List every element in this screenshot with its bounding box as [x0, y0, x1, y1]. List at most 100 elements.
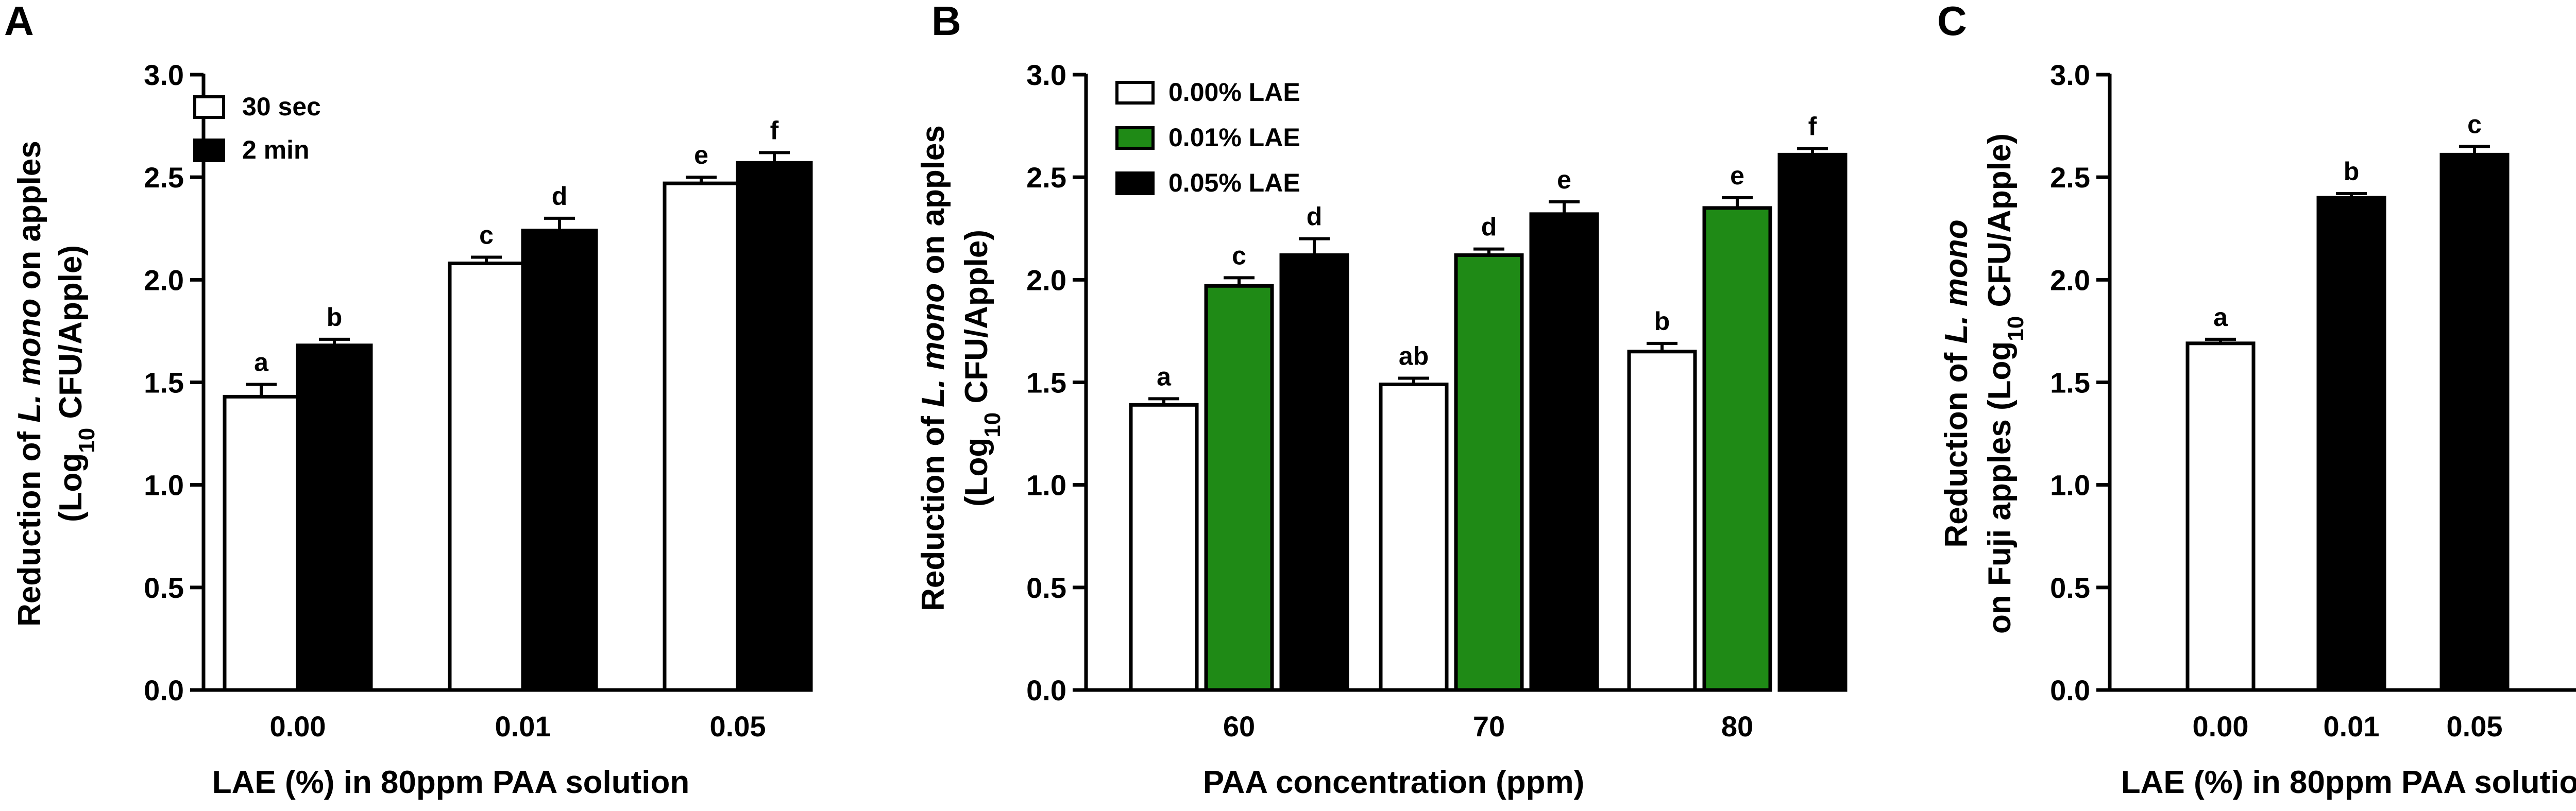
panel-b: B 0.0 0.5 1.0 1.5 2.0 2.5 3.0 a c d 60 ab d e 70 b e f 80 PA… — [916, 0, 1848, 800]
y-tick-label: 2.0 — [2050, 264, 2090, 296]
bar-0-05-lae-80 — [1777, 152, 1848, 692]
significance-letter: e — [1730, 161, 1744, 190]
significance-letter: f — [1808, 112, 1817, 141]
bar-2-min-0.01 — [521, 229, 598, 692]
y-tick-label: 1.5 — [144, 367, 184, 399]
y-axis-title-text: Reduction of — [12, 423, 47, 627]
y-axis-title-italic: L. mono — [1939, 219, 1974, 343]
y-axis-title-text: (Log — [959, 438, 994, 507]
y-tick-label: 1.0 — [144, 469, 184, 502]
y-axis-title-line-1: Reduction of L. mono on apples — [12, 141, 47, 627]
y-tick-label: 0.0 — [2050, 674, 2090, 706]
significance-letter: b — [1654, 307, 1670, 336]
bar-30-sec-0.00 — [223, 394, 300, 692]
x-tick-label: 0.01 — [2324, 710, 2380, 743]
panel-label: B — [931, 0, 961, 44]
significance-letter: ab — [1399, 342, 1429, 371]
bar-30-sec-0.01 — [448, 261, 525, 692]
y-axis-title-text: CFU/Apple) — [1982, 133, 2018, 316]
bar-0-00-lae-60 — [1129, 403, 1199, 692]
significance-letter: b — [327, 303, 343, 332]
x-axis-title: LAE (%) in 80ppm PAA solution — [212, 765, 690, 800]
significance-letter: e — [694, 141, 708, 169]
panel-c: C 0.0 0.5 1.0 1.5 2.0 2.5 3.0 a 0.00 b 0.01 c 0.05 LAE… — [1937, 0, 2576, 800]
legend-label: 2 min — [242, 135, 310, 164]
bar-0-01-lae-60 — [1204, 284, 1274, 692]
significance-letter: a — [2213, 303, 2228, 332]
y-axis-title-subscript: 10 — [74, 428, 99, 453]
y-tick-label: 2.5 — [144, 161, 184, 194]
bar-0-05-lae-70 — [1529, 212, 1599, 692]
legend-label: 30 sec — [242, 92, 321, 121]
y-tick-label: 1.5 — [1026, 367, 1066, 399]
y-axis-title-subscript: 10 — [2003, 316, 2028, 341]
y-tick-label: 1.0 — [2050, 469, 2090, 502]
bar-0-00-lae-70 — [1379, 382, 1449, 692]
x-tick-label: 0.00 — [2193, 710, 2249, 743]
bar-0-01-lae-80 — [1702, 206, 1772, 692]
y-axis-title-text: on Fuji apples (Log — [1982, 341, 2018, 634]
significance-letter: d — [1481, 213, 1497, 241]
x-tick-label: 0.05 — [710, 710, 766, 743]
y-axis-title-text: CFU/Apple) — [53, 245, 89, 428]
bar-series-0.05 — [2439, 152, 2510, 692]
x-axis-title: LAE (%) in 80ppm PAA solution — [2121, 765, 2576, 800]
bar-0-01-lae-70 — [1454, 253, 1524, 692]
significance-letter: d — [552, 182, 568, 211]
bar-0-05-lae-60 — [1279, 253, 1349, 692]
y-axis-title-italic: L. mono — [12, 299, 47, 423]
y-tick-label: 3.0 — [144, 59, 184, 91]
panel-label: C — [1937, 0, 1967, 44]
y-axis-title-line-1: Reduction of L. mono on apples — [916, 125, 951, 611]
legend-swatch — [1115, 126, 1155, 150]
legend: 0.00% LAE 0.01% LAE 0.05% LAE — [1115, 78, 1300, 197]
y-tick-label: 2.5 — [2050, 161, 2090, 194]
significance-letter: c — [2467, 110, 2482, 139]
legend-swatch — [193, 139, 225, 162]
legend-swatch — [1115, 81, 1155, 105]
y-axis-title-line-2: on Fuji apples (Log10 CFU/Apple) — [1982, 133, 2028, 634]
bar-0-00-lae-80 — [1627, 350, 1697, 692]
y-axis-title-subscript: 10 — [980, 412, 1005, 438]
y-axis-title-line-1: Reduction of L. mono — [1939, 219, 1974, 547]
y-axis-title-text: Reduction of — [916, 407, 951, 611]
legend-swatch — [193, 95, 225, 119]
y-tick-label: 2.5 — [1026, 161, 1066, 194]
y-tick-label: 0.5 — [1026, 572, 1066, 604]
significance-letter: f — [770, 116, 779, 145]
legend: 30 sec 2 min — [193, 92, 321, 164]
significance-letter: b — [2344, 157, 2360, 186]
y-tick-label: 0.0 — [144, 674, 184, 706]
y-tick-label: 0.5 — [144, 572, 184, 604]
significance-letter: d — [1307, 202, 1323, 231]
bar-30-sec-0.05 — [663, 181, 740, 692]
y-axis-title-text: CFU/Apple) — [959, 230, 994, 412]
bar-series-0.00 — [2185, 341, 2256, 692]
significance-letter: a — [254, 348, 269, 376]
y-tick-label: 2.0 — [144, 264, 184, 296]
x-tick-label: 60 — [1223, 710, 1255, 743]
panel-a: A 0.0 0.5 1.0 1.5 2.0 2.5 3.0 a b 0.00 c d 0.01 e f 0.05… — [4, 0, 813, 800]
y-tick-label: 0.5 — [2050, 572, 2090, 604]
bar-series-0.01 — [2316, 196, 2386, 692]
y-tick-label: 1.5 — [2050, 367, 2090, 399]
x-tick-label: 80 — [1721, 710, 1753, 743]
y-axis-title-text: on apples — [916, 125, 951, 283]
significance-letter: e — [1557, 165, 1571, 194]
y-axis-title-italic: L. mono — [916, 283, 951, 407]
x-tick-label: 70 — [1473, 710, 1505, 743]
y-axis-title-text: on apples — [12, 141, 47, 299]
legend-label: 0.05% LAE — [1168, 168, 1300, 197]
x-tick-label: 0.05 — [2447, 710, 2503, 743]
y-axis-title-text: (Log — [53, 453, 89, 522]
legend-label: 0.00% LAE — [1168, 78, 1300, 107]
significance-letter: c — [1232, 241, 1246, 270]
y-axis-title-text: Reduction of — [1939, 344, 1974, 548]
bar-2-min-0.00 — [296, 343, 373, 692]
bar-2-min-0.05 — [736, 161, 813, 692]
y-tick-label: 1.0 — [1026, 469, 1066, 502]
x-tick-label: 0.01 — [495, 710, 551, 743]
y-tick-label: 3.0 — [1026, 59, 1066, 91]
legend-label: 0.01% LAE — [1168, 123, 1300, 152]
